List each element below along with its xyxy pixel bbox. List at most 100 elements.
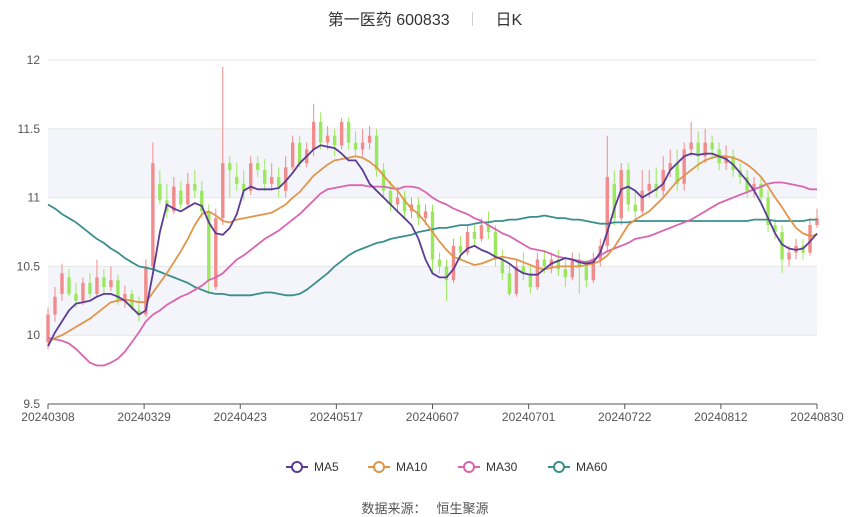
candle-body [95, 277, 99, 294]
x-tick-label: 20240812 [694, 410, 748, 424]
y-tick-label: 11.5 [18, 122, 41, 136]
candle-body [207, 211, 211, 281]
candle-body [277, 176, 281, 187]
candle-body [235, 176, 239, 184]
candle-body [214, 218, 218, 288]
candle-body [102, 277, 106, 288]
source-label: 数据来源： [361, 501, 427, 516]
axes: 9.5 10 10.5 11 11.5 12 20240308 20240329 2024042… [17, 53, 844, 424]
data-source: 数据来源： 恒生聚源 [0, 498, 850, 517]
legend-item-ma60[interactable]: MA60 [548, 460, 608, 474]
stock-code: 600833 [396, 12, 450, 29]
candle-body [290, 142, 295, 168]
candle-body [563, 269, 568, 278]
candle-body [200, 190, 204, 212]
y-tick-label: 10.5 [17, 259, 41, 273]
candle-body [311, 121, 316, 150]
candle-body [339, 121, 344, 146]
candle-body [640, 190, 644, 212]
y-tick-label: 9.5 [23, 397, 40, 411]
candle-body [647, 183, 651, 191]
candle-body [773, 225, 777, 232]
candle-body [158, 183, 162, 201]
candle-body [367, 135, 372, 143]
candle-body [144, 266, 148, 315]
candle-body [682, 149, 686, 184]
candle-body [81, 282, 85, 301]
moving-average-lines [47, 144, 818, 367]
candle-body [787, 252, 791, 260]
legend-item-ma30[interactable]: MA30 [458, 460, 518, 474]
candle-body [137, 310, 141, 315]
ma10-line [47, 155, 818, 343]
candle-body [297, 142, 302, 164]
candle-body [521, 266, 526, 274]
candle-body [318, 121, 323, 143]
candle-body [500, 259, 505, 274]
legend-marker [291, 461, 303, 473]
legend-marker [463, 461, 475, 473]
candle-body [249, 163, 253, 191]
candle-body [458, 245, 463, 253]
candle-body [633, 204, 637, 212]
candle-body [591, 259, 595, 281]
candle-body [53, 296, 57, 315]
legend-item-ma5[interactable]: MA5 [286, 460, 339, 474]
candle-body [416, 204, 421, 219]
x-tick-label: 20240607 [406, 410, 460, 424]
candle-body [423, 211, 428, 219]
candle-body [353, 142, 358, 150]
candle-body [109, 280, 113, 288]
candle-body [808, 225, 812, 253]
candle-body [88, 282, 92, 294]
candle-body [123, 293, 127, 301]
candle-body [402, 197, 407, 212]
ma30-line [47, 181, 817, 367]
legend-label: MA10 [396, 460, 428, 474]
candle-body [556, 259, 561, 270]
candle-body [661, 170, 665, 191]
candle-body [325, 135, 330, 143]
legend-label: MA5 [314, 460, 339, 474]
candle-body [193, 183, 197, 191]
candle-body [570, 259, 575, 278]
legend-marker [553, 461, 565, 473]
x-tick-label: 20240308 [21, 410, 75, 424]
candle-body [46, 314, 50, 343]
y-tick-label: 10 [27, 328, 41, 342]
x-tick-label: 20240517 [310, 410, 364, 424]
candle-body [228, 163, 232, 171]
candle-body [374, 135, 379, 171]
candle-body [430, 211, 435, 260]
title-divider [472, 12, 474, 26]
legend-marker [373, 461, 385, 473]
candle-body [619, 170, 623, 219]
stock-name: 第一医药 [327, 12, 392, 29]
grid-band [48, 128, 817, 198]
candle-body [542, 259, 547, 267]
candle-body [703, 142, 707, 157]
candle-body [654, 183, 658, 191]
candle-body [74, 293, 78, 301]
candle-body [388, 190, 393, 205]
period-label: 日K [495, 12, 523, 29]
y-tick-label: 12 [27, 53, 41, 67]
legend-label: MA30 [486, 460, 518, 474]
candle-body [283, 167, 288, 191]
candle-body [689, 142, 693, 150]
candle-body [675, 163, 679, 184]
legend[interactable]: MA5 MA10 MA30 MA60 [286, 460, 608, 474]
candle-body [584, 266, 588, 281]
candle-body [486, 225, 491, 232]
legend-item-ma10[interactable]: MA10 [368, 460, 428, 474]
source-value: 恒生聚源 [436, 501, 489, 516]
candle-body [780, 232, 784, 260]
chart-title: 第一医药 600833 日K [0, 6, 850, 30]
x-tick-label: 20240423 [214, 410, 268, 424]
candle-body [151, 163, 155, 267]
candle-body [451, 245, 456, 281]
ma5-line [47, 144, 818, 347]
candle-body [60, 273, 64, 294]
candle-body [766, 197, 770, 226]
